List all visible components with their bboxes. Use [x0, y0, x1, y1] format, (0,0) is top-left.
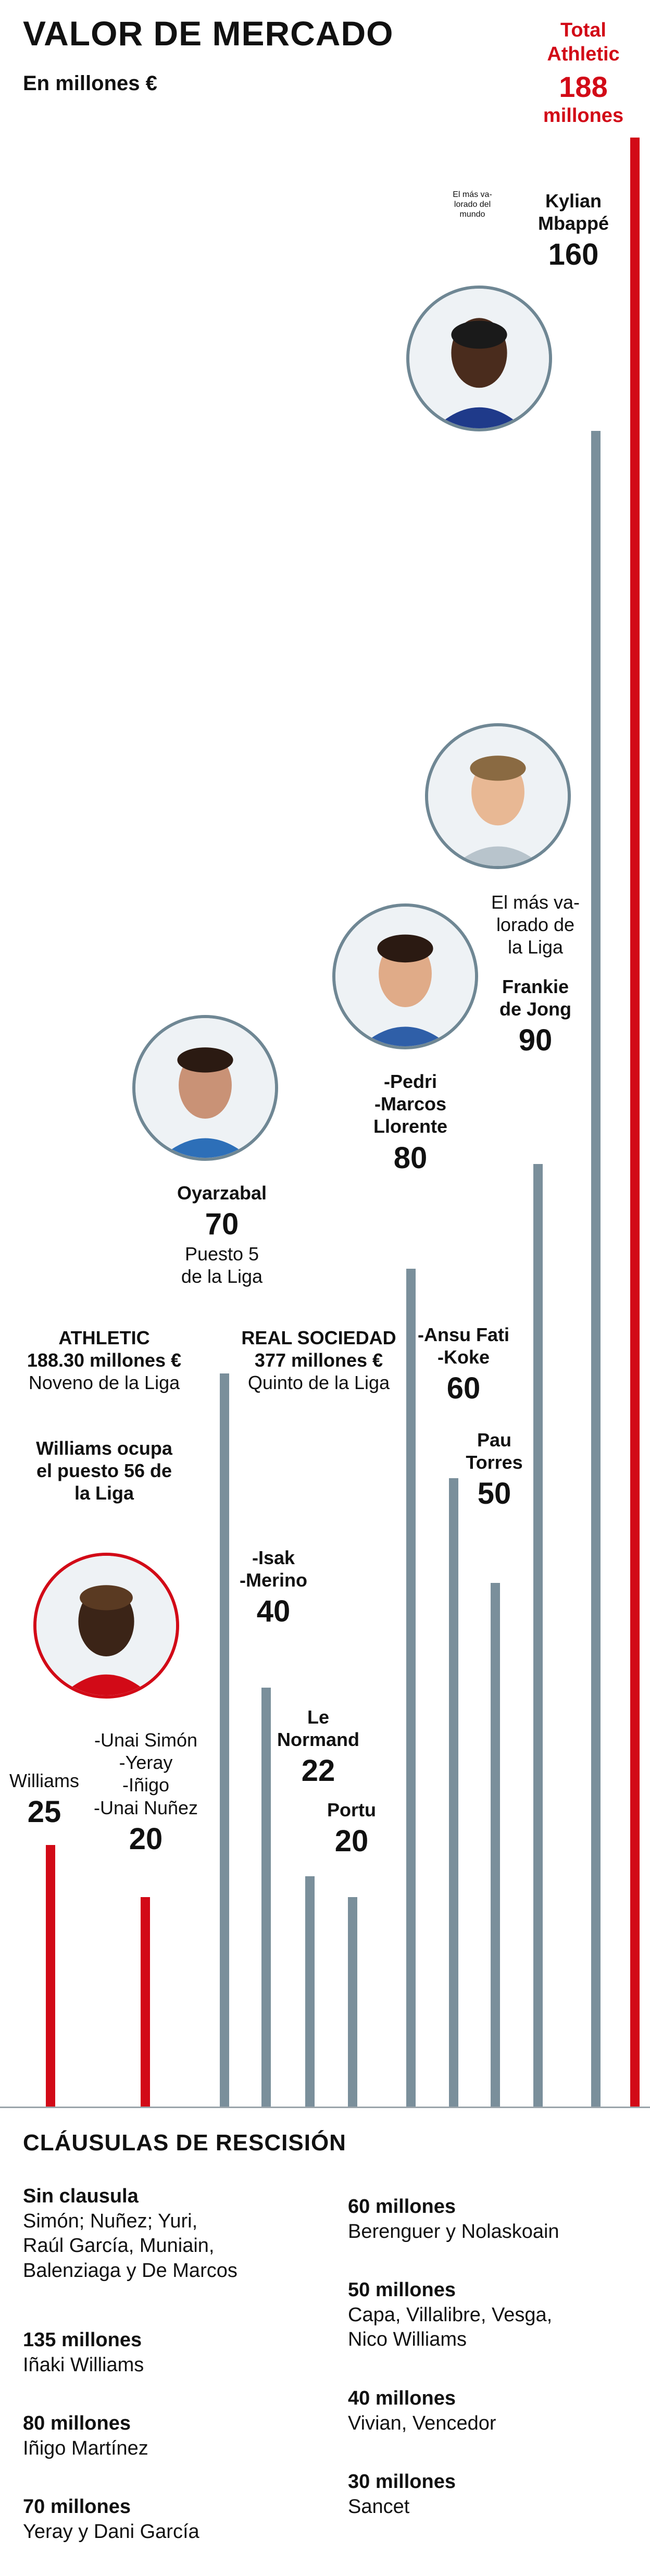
mbappe-value: 160: [548, 238, 599, 272]
baseline: [0, 2107, 650, 2108]
clause-right-3: 30 millones Sancet: [348, 2470, 640, 2519]
pedri-value: 80: [393, 1141, 428, 1175]
bar-11: [630, 138, 640, 2107]
clause-title: 50 millones: [348, 2279, 456, 2301]
clause-body: Berenguer y Nolaskoain: [348, 2220, 559, 2243]
unai-annotation: -Unai Simón -Yeray -Iñigo -Unai Nuñez 20: [78, 1729, 214, 1857]
bar-10: [591, 431, 601, 2107]
dejong-note: El más va- lorado de la Liga: [491, 891, 580, 958]
portu-annotation: Portu 20: [312, 1799, 391, 1860]
unai-label: -Unai Simón -Yeray -Iñigo -Unai Nuñez: [93, 1729, 198, 1818]
williams-annotation: Williams 25: [0, 1769, 89, 1830]
pau-label: Pau Torres: [466, 1429, 523, 1473]
bar-3: [261, 1688, 271, 2107]
realsociedad-note: Quinto de la Liga: [247, 1372, 390, 1394]
total-line1: Total: [560, 19, 606, 41]
bar-9: [533, 1164, 543, 2107]
bar-1: [141, 1897, 150, 2107]
williams-label: Williams: [9, 1770, 79, 1791]
chart-subtitle: En millones €: [23, 72, 157, 95]
clause-title: 135 millones: [23, 2329, 142, 2351]
clause-body: Iñigo Martínez: [23, 2437, 148, 2459]
pedri-label: -Pedri -Marcos Llorente: [373, 1071, 447, 1137]
total-unit: millones: [543, 105, 624, 127]
williams-rank-text: Williams ocupa el puesto 56 de la Liga: [36, 1438, 172, 1504]
clause-body: Capa, Villalibre, Vesga, Nico Williams: [348, 2303, 553, 2351]
bar-8: [491, 1583, 500, 2107]
bar-6: [406, 1269, 416, 2107]
clause-body: Iñaki Williams: [23, 2354, 144, 2376]
clause-left-3: 70 millones Yeray y Dani García: [23, 2495, 315, 2544]
clause-right-2: 40 millones Vivian, Vencedor: [348, 2386, 640, 2436]
oyarzabal-value: 70: [205, 1207, 239, 1242]
clause-title: 80 millones: [23, 2412, 131, 2434]
athletic-amount: 188.30 millones €: [27, 1349, 182, 1371]
mbappe-portrait-icon: [406, 286, 552, 431]
clause-body: Yeray y Dani García: [23, 2520, 199, 2543]
bar-5: [348, 1897, 357, 2107]
pedri-portrait-icon: [332, 903, 478, 1049]
realsociedad-title: REAL SOCIEDAD: [241, 1327, 396, 1348]
clause-body: Vivian, Vencedor: [348, 2412, 496, 2434]
bar-7: [449, 1478, 458, 2107]
total-athletic-annotation: Total Athletic 188 millones: [531, 19, 635, 128]
pau-annotation: Pau Torres 50: [455, 1429, 533, 1512]
isak-value: 40: [256, 1594, 291, 1629]
clause-title: Sin clausula: [23, 2185, 139, 2207]
dejong-label: Frankie de Jong: [499, 976, 571, 1020]
isak-label: -Isak -Merino: [240, 1547, 307, 1591]
clause-title: 30 millones: [348, 2471, 456, 2493]
williams-portrait-icon: [33, 1553, 179, 1699]
lenormand-label: Le Normand: [277, 1706, 359, 1751]
athletic-note: Noveno de la Liga: [28, 1372, 180, 1394]
clause-title: 60 millones: [348, 2196, 456, 2218]
williams-value: 25: [27, 1795, 61, 1829]
clause-title: 40 millones: [348, 2387, 456, 2409]
ansu-label: -Ansu Fati -Koke: [418, 1324, 509, 1368]
clause-left-0: Sin clausula Simón; Nuñez; Yuri, Raúl Ga…: [23, 2184, 315, 2283]
dejong-portrait-icon: [425, 723, 571, 869]
clause-right-0: 60 millones Berenguer y Nolaskoain: [348, 2195, 640, 2244]
total-value: 188: [559, 70, 608, 104]
clause-body: Sancet: [348, 2495, 410, 2518]
clause-left-2: 80 millones Iñigo Martínez: [23, 2411, 315, 2461]
clause-body: Simón; Nuñez; Yuri, Raúl García, Muniain…: [23, 2210, 238, 2282]
ansu-annotation: -Ansu Fati -Koke 60: [411, 1323, 516, 1407]
portu-label: Portu: [327, 1799, 376, 1820]
unai-value: 20: [129, 1822, 163, 1856]
ansu-value: 60: [446, 1371, 481, 1406]
clauses-title: CLÁUSULAS DE RESCISIÓN: [23, 2130, 346, 2156]
mbappe-label: Kylian Mbappé: [538, 190, 609, 234]
athletic-summary: ATHLETIC 188.30 millones € Noveno de la …: [21, 1327, 188, 1394]
bar-2: [220, 1373, 229, 2107]
oyarzabal-portrait-icon: [132, 1015, 278, 1161]
williams-rank-note: Williams ocupa el puesto 56 de la Liga: [21, 1437, 188, 1505]
lenormand-annotation: Le Normand 22: [274, 1706, 362, 1789]
pedri-annotation: -Pedri -Marcos Llorente 80: [358, 1070, 463, 1176]
portu-value: 20: [334, 1824, 369, 1859]
dejong-annotation: Frankie de Jong 90: [489, 975, 582, 1059]
isak-annotation: -Isak -Merino 40: [229, 1546, 318, 1630]
dejong-value: 90: [518, 1023, 553, 1058]
realsociedad-amount: 377 millones €: [254, 1349, 383, 1371]
chart-title: VALOR DE MERCADO: [23, 14, 394, 53]
oyarzabal-annotation: Oyarzabal 70 Puesto 5 de la Liga: [165, 1182, 279, 1287]
realsociedad-summary: REAL SOCIEDAD 377 millones € Quinto de l…: [235, 1327, 402, 1394]
oyarzabal-note: Puesto 5 de la Liga: [181, 1243, 263, 1287]
total-line2: Athletic: [547, 43, 620, 65]
clause-left-1: 135 millones Iñaki Williams: [23, 2328, 315, 2377]
mbappe-annotation: Kylian Mbappé 160: [529, 190, 618, 273]
bar-0: [46, 1844, 55, 2107]
pau-value: 50: [477, 1477, 511, 1511]
oyarzabal-label: Oyarzabal: [177, 1182, 267, 1204]
mbappe-note: El más va- lorado del mundo: [453, 190, 492, 219]
bar-4: [305, 1876, 315, 2107]
clause-right-1: 50 millones Capa, Villalibre, Vesga, Nic…: [348, 2278, 640, 2352]
lenormand-value: 22: [301, 1754, 335, 1788]
clause-title: 70 millones: [23, 2496, 131, 2518]
athletic-title: ATHLETIC: [58, 1327, 150, 1348]
